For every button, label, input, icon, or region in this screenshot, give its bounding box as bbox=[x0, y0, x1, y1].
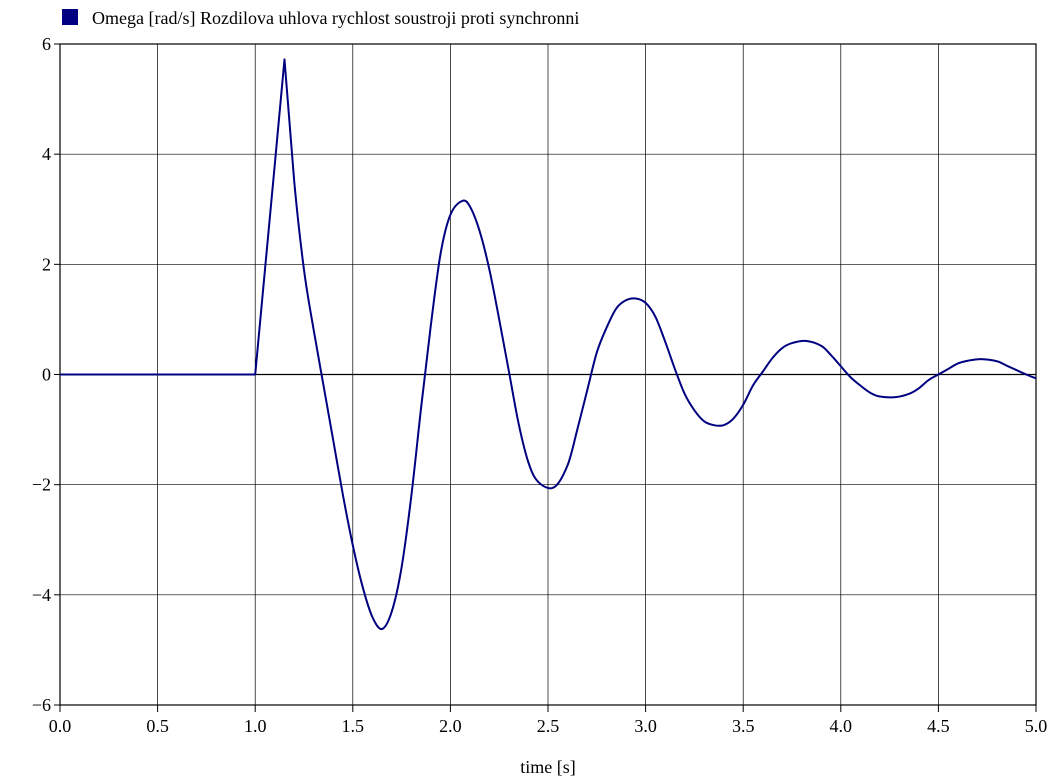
x-tick-label-6: 3.0 bbox=[634, 716, 657, 736]
y-tick-label-4: 2 bbox=[42, 254, 51, 274]
x-tick-label-9: 4.5 bbox=[927, 716, 950, 736]
x-tick-label-5: 2.5 bbox=[537, 716, 560, 736]
legend-label-0: Omega [rad/s] Rozdilova uhlova rychlost … bbox=[92, 8, 579, 28]
x-tick-label-7: 3.5 bbox=[732, 716, 755, 736]
x-tick-label-0: 0.0 bbox=[49, 716, 72, 736]
x-tick-label-8: 4.0 bbox=[830, 716, 853, 736]
y-tick-label-5: 4 bbox=[42, 144, 51, 164]
series-line-0 bbox=[59, 58, 1037, 631]
y-tick-label-2: −2 bbox=[32, 475, 51, 495]
x-axis: 0.0 0.5 1.0 1.5 2.0 2.5 3.0 3.5 4.0 4.5 5.0 bbox=[49, 705, 1048, 736]
y-tick-label-3: 0 bbox=[42, 365, 51, 385]
y-axis: −6 −4 −2 0 2 4 6 bbox=[32, 34, 60, 715]
x-axis-title: time [s] bbox=[520, 757, 576, 777]
x-tick-label-3: 1.5 bbox=[342, 716, 365, 736]
y-tick-label-0: −6 bbox=[32, 695, 51, 715]
x-tick-label-2: 1.0 bbox=[244, 716, 267, 736]
legend: Omega [rad/s] Rozdilova uhlova rychlost … bbox=[62, 8, 579, 28]
y-tick-label-6: 6 bbox=[42, 34, 51, 54]
y-tick-label-1: −4 bbox=[32, 585, 51, 605]
x-tick-label-1: 0.5 bbox=[146, 716, 169, 736]
legend-swatch-0 bbox=[62, 9, 78, 25]
x-tick-label-4: 2.0 bbox=[439, 716, 462, 736]
series-layer bbox=[59, 58, 1037, 631]
x-tick-label-10: 5.0 bbox=[1025, 716, 1048, 736]
